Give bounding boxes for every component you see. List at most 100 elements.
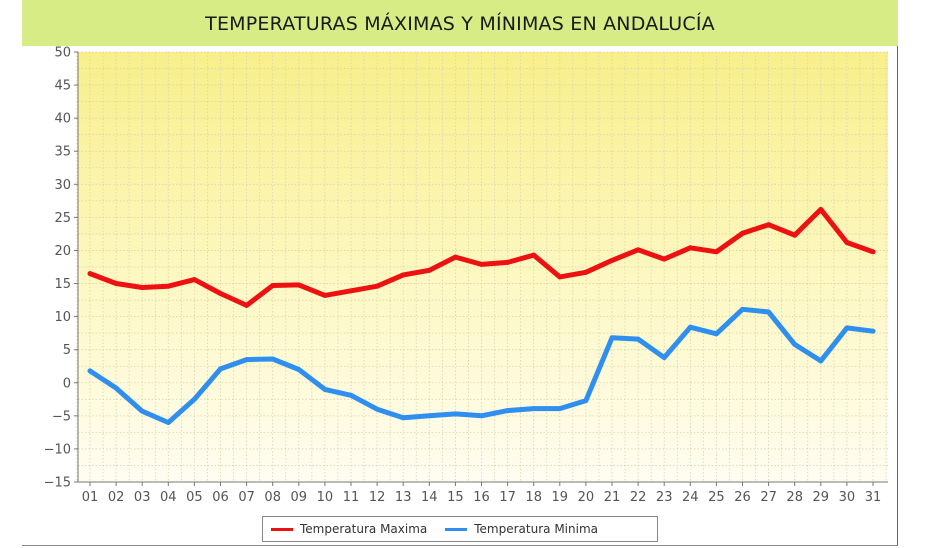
data-point-min bbox=[348, 392, 354, 398]
data-point-max bbox=[244, 302, 250, 308]
y-tick-label: 15 bbox=[54, 277, 71, 292]
legend-item-max: Temperatura Maxima bbox=[271, 522, 427, 536]
data-point-max bbox=[661, 256, 667, 262]
data-point-min bbox=[792, 342, 798, 347]
data-point-max bbox=[296, 282, 302, 288]
data-point-min bbox=[400, 415, 406, 421]
data-point-min bbox=[270, 356, 276, 362]
legend: Temperatura Maxima Temperatura Minima bbox=[262, 516, 658, 542]
data-point-min bbox=[661, 355, 667, 361]
y-tick-label: 10 bbox=[54, 310, 71, 325]
chart-title: TEMPERATURAS MÁXIMAS Y MÍNIMAS EN ANDALU… bbox=[205, 13, 715, 35]
data-point-min bbox=[818, 358, 824, 364]
x-tick-label: 18 bbox=[525, 490, 542, 505]
x-tick-label: 09 bbox=[291, 490, 308, 505]
data-point-max bbox=[609, 257, 615, 263]
data-point-min bbox=[583, 398, 589, 404]
x-tick-label: 13 bbox=[395, 490, 412, 505]
data-point-max bbox=[740, 230, 745, 236]
x-tick-label: 03 bbox=[134, 490, 151, 505]
x-tick-label: 24 bbox=[682, 490, 699, 505]
data-point-min bbox=[479, 413, 484, 419]
y-tick-label: −5 bbox=[52, 409, 71, 424]
x-tick-label: 29 bbox=[813, 490, 830, 505]
y-tick-label: −15 bbox=[44, 476, 71, 491]
data-point-min bbox=[609, 335, 615, 341]
x-tick-label: 02 bbox=[108, 490, 125, 505]
data-point-max bbox=[87, 271, 93, 277]
data-point-max bbox=[218, 291, 223, 296]
y-tick-label: −10 bbox=[44, 442, 71, 457]
data-point-min bbox=[139, 408, 145, 414]
data-point-min bbox=[113, 385, 119, 391]
data-point-max bbox=[479, 261, 484, 267]
x-tick-label: 28 bbox=[786, 490, 803, 505]
y-tick-label: 50 bbox=[54, 46, 71, 61]
data-point-min bbox=[635, 336, 641, 342]
legend-label-max: Temperatura Maxima bbox=[300, 522, 428, 536]
data-point-min bbox=[322, 386, 328, 392]
data-point-min bbox=[218, 366, 223, 372]
data-point-max bbox=[400, 272, 406, 278]
data-point-min bbox=[244, 357, 250, 363]
x-tick-label: 23 bbox=[656, 490, 673, 505]
legend-swatch-max bbox=[271, 527, 293, 531]
data-point-min bbox=[296, 367, 302, 372]
data-point-max bbox=[139, 285, 145, 290]
data-point-max bbox=[557, 274, 563, 280]
data-point-min bbox=[505, 408, 510, 413]
data-point-min bbox=[374, 406, 380, 412]
data-point-max bbox=[844, 240, 850, 245]
y-tick-label: 20 bbox=[54, 244, 71, 259]
x-tick-label: 31 bbox=[865, 490, 882, 505]
data-point-max bbox=[870, 249, 876, 255]
data-point-min bbox=[453, 411, 458, 417]
data-point-max bbox=[426, 267, 432, 273]
series bbox=[87, 206, 876, 425]
data-point-max bbox=[531, 252, 537, 258]
data-point-max bbox=[505, 259, 510, 265]
x-tick-label: 27 bbox=[760, 490, 777, 505]
x-tick-label: 20 bbox=[578, 490, 595, 505]
y-tick-label: 5 bbox=[63, 343, 71, 358]
data-point-min bbox=[844, 325, 850, 331]
data-point-min bbox=[714, 331, 719, 337]
y-tick-label: 30 bbox=[54, 178, 71, 193]
data-point-min bbox=[87, 368, 93, 374]
legend-swatch-min bbox=[445, 527, 468, 531]
data-point-min bbox=[531, 406, 537, 411]
title-bar: TEMPERATURAS MÁXIMAS Y MÍNIMAS EN ANDALU… bbox=[22, 0, 898, 46]
data-point-max bbox=[818, 207, 824, 212]
x-tick-label: 04 bbox=[160, 490, 177, 505]
x-tick-label: 01 bbox=[82, 490, 99, 505]
data-point-max bbox=[192, 277, 197, 282]
data-point-min bbox=[766, 309, 771, 315]
chart-frame bbox=[22, 0, 898, 546]
x-tick-label: 21 bbox=[604, 490, 621, 505]
legend-label-min: Temperatura Minima bbox=[474, 522, 598, 536]
data-point-min bbox=[426, 413, 432, 419]
data-point-max bbox=[374, 283, 380, 289]
y-tick-label: 40 bbox=[54, 112, 71, 127]
x-tick-label: 17 bbox=[499, 490, 516, 505]
data-point-max bbox=[687, 245, 693, 251]
x-tick-label: 16 bbox=[473, 490, 490, 505]
plot-area bbox=[78, 52, 888, 482]
data-point-min bbox=[557, 406, 563, 411]
x-tick-label: 06 bbox=[212, 490, 229, 505]
data-point-min bbox=[740, 306, 745, 312]
y-tick-label: 35 bbox=[54, 145, 71, 160]
data-point-max bbox=[766, 222, 771, 228]
legend-item-min: Temperatura Minima bbox=[445, 522, 598, 536]
data-point-max bbox=[453, 254, 458, 260]
data-point-max bbox=[635, 247, 641, 253]
x-tick-label: 22 bbox=[630, 490, 647, 505]
x-tick-label: 05 bbox=[186, 490, 203, 505]
data-point-max bbox=[583, 269, 589, 275]
data-point-min bbox=[870, 328, 876, 334]
x-tick-label: 10 bbox=[317, 490, 334, 505]
data-point-max bbox=[322, 293, 328, 298]
y-tick-label: 0 bbox=[63, 376, 71, 391]
